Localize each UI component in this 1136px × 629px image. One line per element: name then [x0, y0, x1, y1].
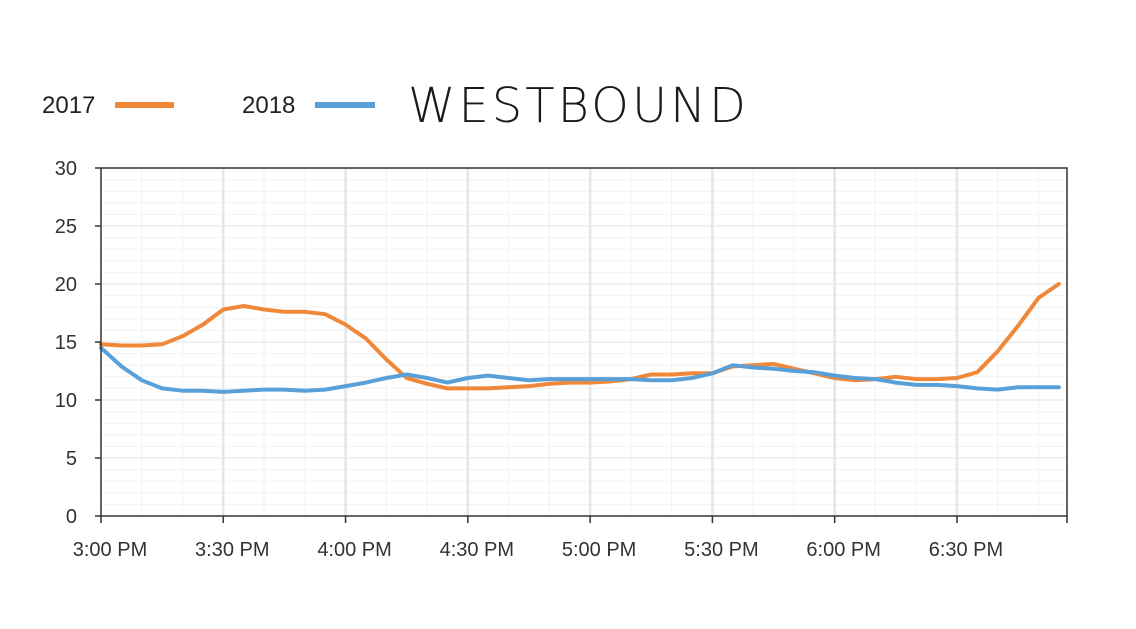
- x-tick-label: 5:30 PM: [684, 539, 758, 561]
- y-tick-label: 10: [55, 390, 77, 412]
- x-tick-label: 6:00 PM: [806, 539, 880, 561]
- y-tick-label: 20: [55, 274, 77, 296]
- x-axis-ticks: 3:00 PM 3:30 PM 4:00 PM 4:30 PM 5:00 PM 5:30 …: [73, 516, 1068, 561]
- y-tick-label: 25: [55, 216, 77, 238]
- x-tick-label: 4:00 PM: [317, 539, 391, 561]
- y-axis-ticks: 0 5 10 15 20 25 30: [55, 158, 101, 528]
- y-tick-label: 15: [55, 332, 77, 354]
- x-tick-label: 5:00 PM: [562, 539, 636, 561]
- series-line-2017: [99, 282, 1061, 391]
- y-tick-label: 0: [66, 506, 77, 528]
- x-tick-label: 4:30 PM: [440, 539, 514, 561]
- legend-label-2017: 2017: [42, 92, 95, 119]
- series-layer: [99, 282, 1061, 394]
- y-tick-label: 30: [55, 158, 77, 180]
- series-line-2018: [99, 345, 1061, 394]
- legend-label-2018: 2018: [242, 92, 295, 119]
- x-tick-label: 3:30 PM: [195, 539, 269, 561]
- legend: 2017 2018: [42, 92, 375, 119]
- x-tick-label: 6:30 PM: [929, 539, 1003, 561]
- y-tick-label: 5: [66, 448, 77, 470]
- chart-title: WESTBOUND: [408, 78, 749, 134]
- x-tick-label: 3:00 PM: [73, 539, 147, 561]
